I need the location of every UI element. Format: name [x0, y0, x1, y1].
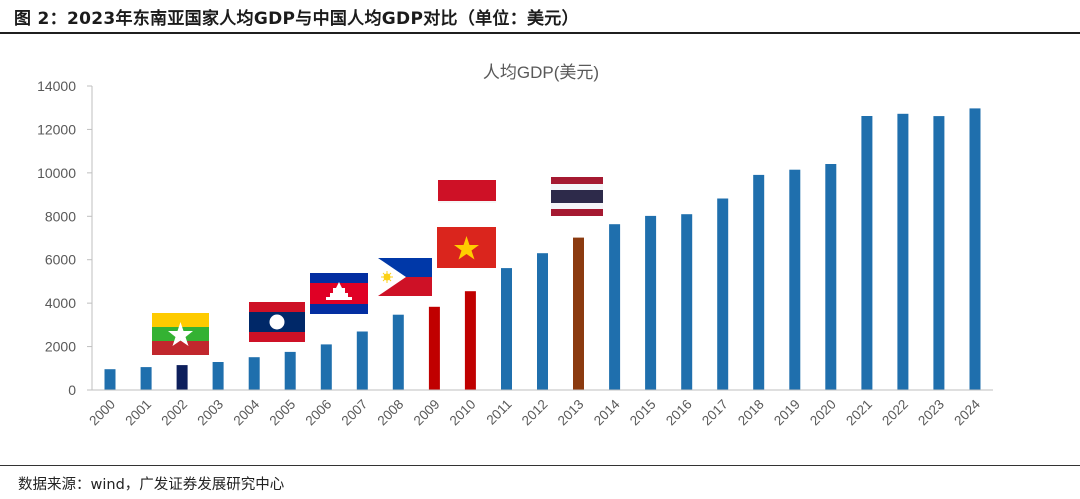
bar-2013: [573, 237, 584, 390]
bar-2011: [501, 268, 512, 390]
y-tick-label: 0: [68, 382, 76, 398]
x-tick-label: 2018: [735, 397, 767, 429]
y-tick-label: 4000: [45, 295, 76, 311]
x-tick-label: 2010: [447, 397, 479, 429]
bar-2000: [104, 369, 116, 390]
x-tick-label: 2015: [627, 397, 659, 429]
chart-title: 人均GDP(美元): [483, 63, 599, 82]
bar-2015: [645, 215, 657, 390]
x-tick-label: 2005: [266, 397, 298, 429]
bar-2006: [320, 344, 332, 390]
top-rule: [0, 32, 1080, 34]
bar-2010: [464, 291, 476, 390]
bar-2001: [140, 367, 152, 390]
y-tick-label: 2000: [45, 339, 76, 355]
y-tick-label: 12000: [37, 121, 76, 137]
x-tick-label: 2012: [519, 397, 551, 429]
y-axis: 0 2000 4000 6000 8000 10000 12000 14000: [37, 78, 93, 398]
myanmar-flag-icon: [152, 313, 209, 355]
x-tick-label: 2006: [303, 397, 335, 429]
x-tick-label: 2007: [339, 397, 371, 429]
x-tick-label: 2022: [879, 397, 911, 429]
y-tick-label: 6000: [45, 252, 76, 268]
bar-2004: [248, 357, 260, 390]
x-tick-label: 2021: [843, 397, 875, 429]
bottom-rule: [0, 465, 1080, 466]
indonesia-flag-icon: [438, 180, 496, 203]
bars: [104, 108, 981, 391]
x-tick-label: 2013: [555, 397, 587, 429]
cambodia-flag-icon: [310, 273, 368, 314]
x-tick-label: 2003: [194, 397, 226, 429]
x-tick-label: 2019: [771, 397, 803, 429]
bar-2008: [392, 314, 404, 390]
x-tick-label: 2020: [807, 397, 839, 429]
x-tick-label: 2024: [951, 396, 983, 428]
bar-2021: [861, 116, 873, 390]
bar-2019: [789, 169, 801, 390]
x-tick-label: 2008: [375, 397, 407, 429]
bar-2023: [933, 116, 945, 390]
vietnam-flag-icon: [437, 227, 496, 268]
figure-title: 图 2：2023年东南亚国家人均GDP与中国人均GDP对比（单位：美元）: [14, 9, 579, 29]
bar-2024: [969, 108, 981, 391]
x-tick-label: 2004: [230, 396, 262, 428]
y-tick-label: 8000: [45, 208, 76, 224]
y-tick-label: 10000: [37, 165, 76, 181]
x-tick-label: 2017: [699, 397, 731, 429]
bar-2012: [537, 253, 548, 390]
x-tick-label: 2011: [483, 397, 514, 428]
bar-2005: [284, 351, 296, 390]
bar-2018: [753, 174, 765, 390]
x-axis: 2000 2001 2002 2003 2004 2005 2006 2007 2008 2009…: [86, 389, 993, 429]
x-tick-label: 2016: [663, 397, 695, 429]
bar-2002: [176, 365, 188, 390]
bar-2020: [825, 164, 837, 390]
bar-2016: [681, 214, 693, 390]
x-tick-label: 2000: [86, 397, 118, 429]
philippines-flag-icon: [378, 258, 432, 296]
laos-flag-icon: [249, 302, 305, 342]
bar-2017: [717, 198, 729, 390]
y-tick-label: 14000: [37, 78, 76, 94]
x-tick-label: 2023: [915, 397, 947, 429]
x-tick-label: 2002: [158, 397, 190, 429]
bar-2007: [356, 331, 368, 390]
bar-2022: [897, 113, 909, 391]
bar-2009: [428, 306, 440, 390]
source-note: 数据来源：wind，广发证券发展研究中心: [18, 477, 285, 493]
x-tick-label: 2001: [122, 397, 154, 429]
thailand-flag-icon: [551, 177, 603, 216]
bar-2014: [609, 224, 621, 390]
x-tick-label: 2009: [411, 397, 443, 429]
x-tick-label: 2014: [591, 396, 623, 428]
gdp-bar-chart: 人均GDP(美元) 0 2000 4000 6000 8000 10000 12000 140…: [37, 63, 993, 429]
bar-2003: [212, 362, 224, 390]
